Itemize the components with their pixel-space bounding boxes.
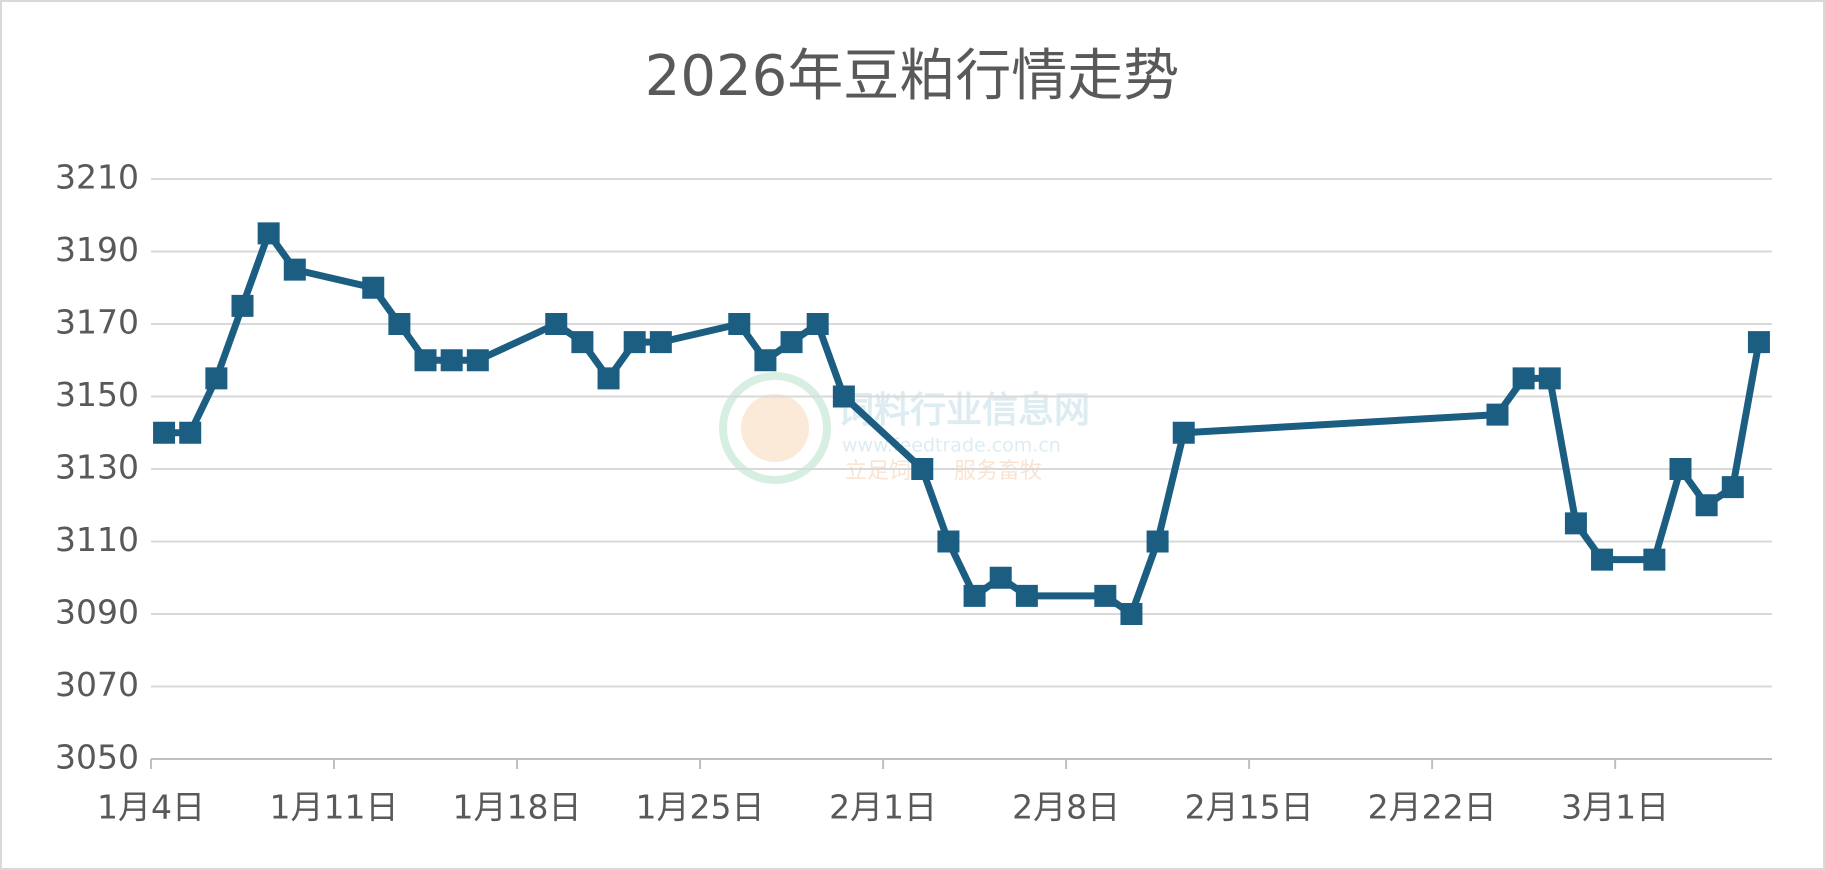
marker (911, 458, 934, 480)
y-tick-label: 3150 (55, 375, 139, 414)
marker (1094, 584, 1117, 607)
marker (1669, 458, 1692, 480)
marker (571, 331, 594, 354)
y-tick-label: 3130 (55, 448, 139, 487)
x-tick-label: 3月1日 (1561, 788, 1669, 827)
chart-title: 2026年豆粕行情走势 (645, 44, 1180, 109)
x-tick-label: 1月11日 (270, 788, 399, 827)
marker (728, 313, 751, 335)
marker (1643, 548, 1666, 571)
marker (937, 530, 960, 553)
watermark-slogan: 立足饲料 服务畜牧 (845, 459, 1042, 484)
marker (623, 331, 646, 354)
marker (545, 313, 568, 335)
marker (153, 421, 176, 444)
watermark-logo (719, 372, 831, 484)
marker (1120, 603, 1143, 625)
marker (806, 313, 829, 335)
x-tick-label: 2月8日 (1012, 788, 1120, 827)
marker (257, 222, 280, 245)
marker (597, 367, 620, 390)
marker (754, 349, 777, 372)
marker (1564, 512, 1587, 535)
x-tick-label: 1月18日 (453, 788, 582, 827)
marker (1747, 331, 1770, 354)
marker (205, 367, 228, 390)
marker (1015, 584, 1038, 607)
y-tick-label: 3210 (55, 158, 139, 197)
marker (362, 276, 385, 299)
x-tick-label: 2月15日 (1185, 788, 1314, 827)
marker (179, 421, 202, 444)
marker (1695, 494, 1718, 517)
marker (1486, 403, 1509, 426)
y-tick-label: 3110 (55, 520, 139, 559)
y-tick-label: 3170 (55, 303, 139, 342)
watermark-logo-core (741, 394, 809, 462)
watermark-url: www.feedtrade.com.cn (842, 435, 1061, 457)
marker (1512, 367, 1535, 390)
y-tick-label: 3090 (55, 593, 139, 632)
marker (989, 566, 1012, 589)
x-tick-label: 2月22日 (1368, 788, 1497, 827)
marker (1538, 367, 1561, 390)
marker (1721, 476, 1744, 499)
marker (1172, 421, 1195, 444)
y-tick-label: 3050 (55, 738, 139, 777)
marker (283, 258, 306, 281)
x-tick-label: 1月4日 (97, 788, 205, 827)
marker (414, 349, 437, 372)
marker (440, 349, 463, 372)
marker (832, 385, 855, 408)
x-tick-label: 2月1日 (829, 788, 937, 827)
line (164, 229, 1763, 618)
y-tick-label: 3190 (55, 230, 139, 269)
marker (388, 313, 411, 335)
y-tick-label: 3070 (55, 665, 139, 704)
marker (649, 331, 672, 354)
marker (466, 349, 489, 372)
x-tick-label: 1月25日 (636, 788, 765, 827)
marker (1591, 548, 1614, 571)
marker (780, 331, 803, 354)
marker (231, 294, 254, 317)
marker (963, 584, 986, 607)
marker (1146, 530, 1169, 553)
